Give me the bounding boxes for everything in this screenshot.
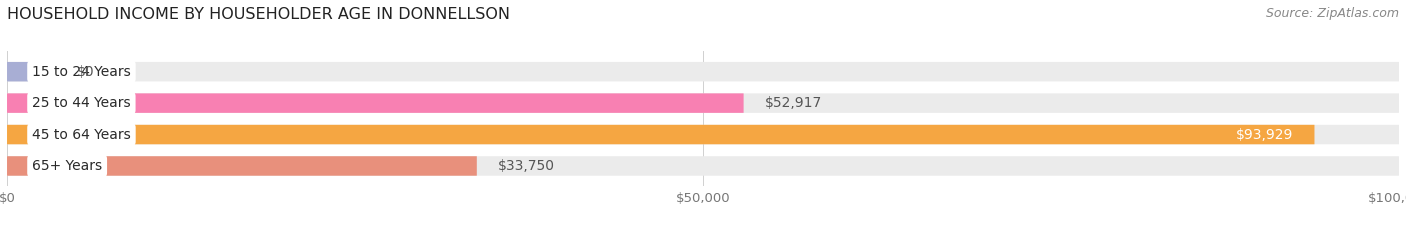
Text: Source: ZipAtlas.com: Source: ZipAtlas.com [1265,7,1399,20]
Text: $52,917: $52,917 [765,96,821,110]
FancyBboxPatch shape [7,62,49,81]
Text: HOUSEHOLD INCOME BY HOUSEHOLDER AGE IN DONNELLSON: HOUSEHOLD INCOME BY HOUSEHOLDER AGE IN D… [7,7,510,22]
FancyBboxPatch shape [7,93,744,113]
FancyBboxPatch shape [7,125,1399,144]
Text: 25 to 44 Years: 25 to 44 Years [32,96,131,110]
FancyBboxPatch shape [7,156,477,176]
Text: 65+ Years: 65+ Years [32,159,103,173]
Text: $0: $0 [77,65,94,79]
FancyBboxPatch shape [7,93,1399,113]
Text: $33,750: $33,750 [498,159,555,173]
Text: 15 to 24 Years: 15 to 24 Years [32,65,131,79]
Text: 45 to 64 Years: 45 to 64 Years [32,127,131,141]
Text: $93,929: $93,929 [1236,127,1294,141]
FancyBboxPatch shape [7,125,1315,144]
FancyBboxPatch shape [7,156,1399,176]
FancyBboxPatch shape [7,62,1399,81]
